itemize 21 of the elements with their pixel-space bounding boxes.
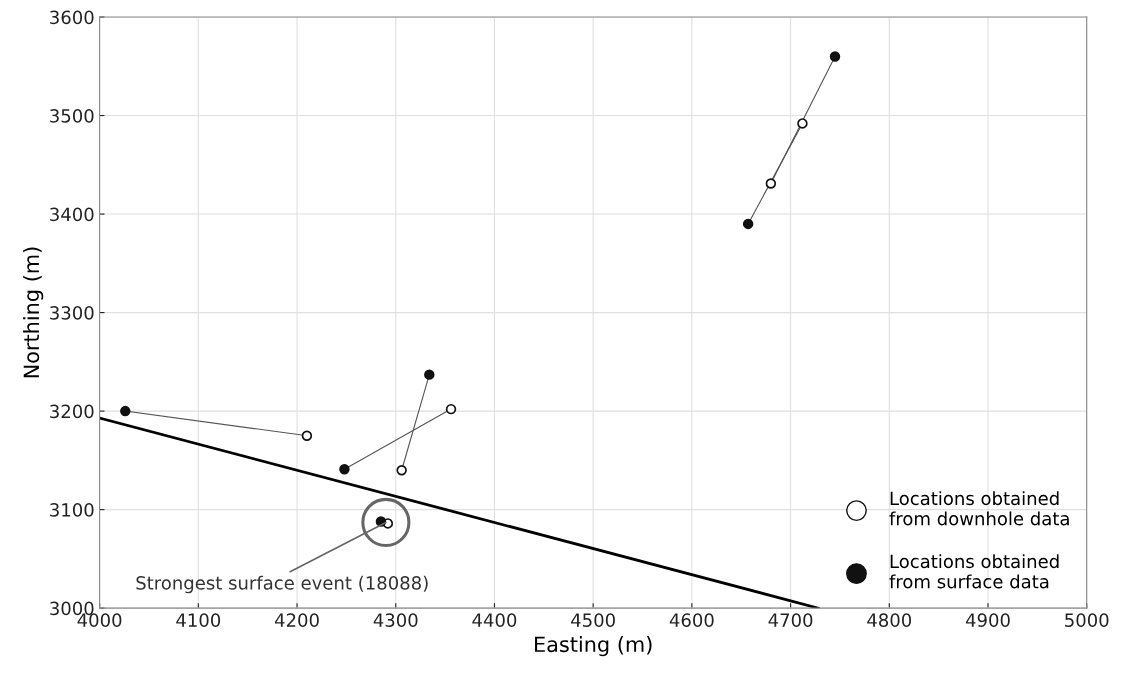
y-tick-label: 3600 [50, 10, 94, 25]
x-tick-label: 4700 [768, 613, 813, 627]
x-axis-title: Easting (m) [535, 636, 652, 657]
y-axis-title: Northing (m) [23, 247, 44, 378]
y-tick-label: 3500 [50, 109, 94, 123]
y-tick-label: 3400 [50, 207, 94, 222]
legend-label: Locations obtained from surface data [889, 554, 1059, 589]
y-tick-label: 3300 [50, 306, 94, 320]
annotation: Strongest surface event (18088) [136, 575, 428, 594]
x-tick-label: 4300 [373, 613, 418, 627]
x-tick-label: 4600 [669, 613, 714, 627]
x-tick-label: 4900 [965, 613, 1010, 627]
y-tick-label: 3100 [50, 503, 94, 517]
x-tick-label: 4800 [867, 613, 912, 627]
x-tick-label: 4500 [571, 613, 615, 627]
legend-label: Locations obtained from downhole data [889, 491, 1069, 526]
x-tick-label: 4100 [176, 613, 221, 627]
y-tick-label: 3200 [50, 404, 94, 419]
x-tick-label: 4200 [274, 613, 319, 627]
x-tick-label: 4400 [472, 613, 517, 627]
x-tick-label: 5000 [1065, 613, 1109, 627]
